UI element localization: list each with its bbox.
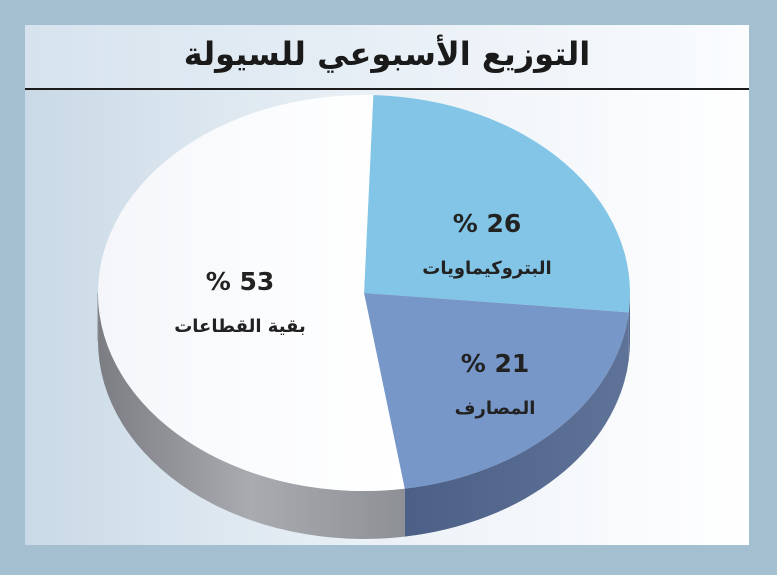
- slice-category-label-1: المصارف: [455, 398, 536, 419]
- pie-slice-2[interactable]: [98, 94, 405, 491]
- slice-category-label-2: بقية القطاعات: [174, 316, 306, 337]
- pie-slice-0[interactable]: [364, 95, 630, 313]
- chart-title: التوزيع الأسبوعي للسيولة: [183, 35, 591, 73]
- slice-value-label-2: % 53: [206, 267, 275, 296]
- slice-value-label-1: % 21: [461, 349, 530, 378]
- pie-slice-1[interactable]: [364, 293, 629, 489]
- pie-side-0: [628, 293, 630, 361]
- pie-side-2: [98, 293, 405, 539]
- slice-value-label-0: % 26: [453, 209, 522, 238]
- pie-side-1: [404, 312, 629, 537]
- title-band: التوزيع الأسبوعي للسيولة: [25, 25, 749, 90]
- slice-category-label-0: البتروكيماويات: [422, 258, 551, 279]
